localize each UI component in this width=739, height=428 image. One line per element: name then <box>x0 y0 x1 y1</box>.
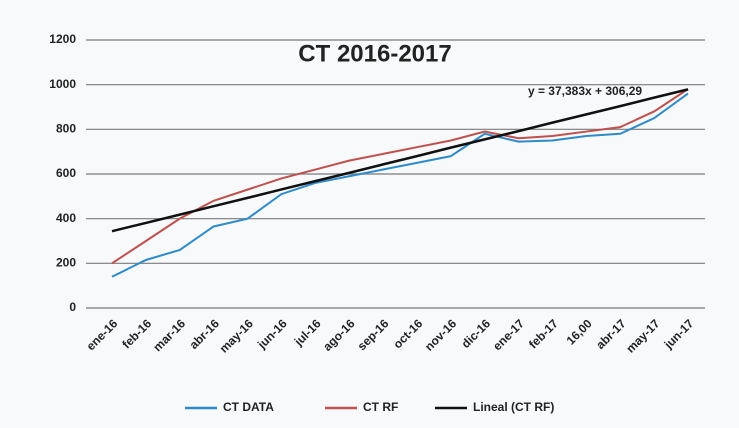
y-tick-label: 1000 <box>49 77 76 91</box>
y-tick-label: 200 <box>56 256 76 270</box>
legend-label: CT RF <box>363 400 398 414</box>
chart-title: CT 2016-2017 <box>298 40 451 67</box>
y-tick-label: 400 <box>56 211 76 225</box>
legend-label: Lineal (CT RF) <box>473 400 554 414</box>
y-tick-label: 800 <box>56 122 76 136</box>
y-tick-label: 600 <box>56 166 76 180</box>
annotation: y = 37,383x + 306,29 <box>528 84 642 98</box>
series-line <box>111 92 689 278</box>
y-tick-label: 1200 <box>49 32 76 46</box>
series-line <box>111 88 689 265</box>
legend-label: CT DATA <box>223 400 274 414</box>
series-line <box>111 88 689 233</box>
y-tick-label: 0 <box>69 300 76 314</box>
